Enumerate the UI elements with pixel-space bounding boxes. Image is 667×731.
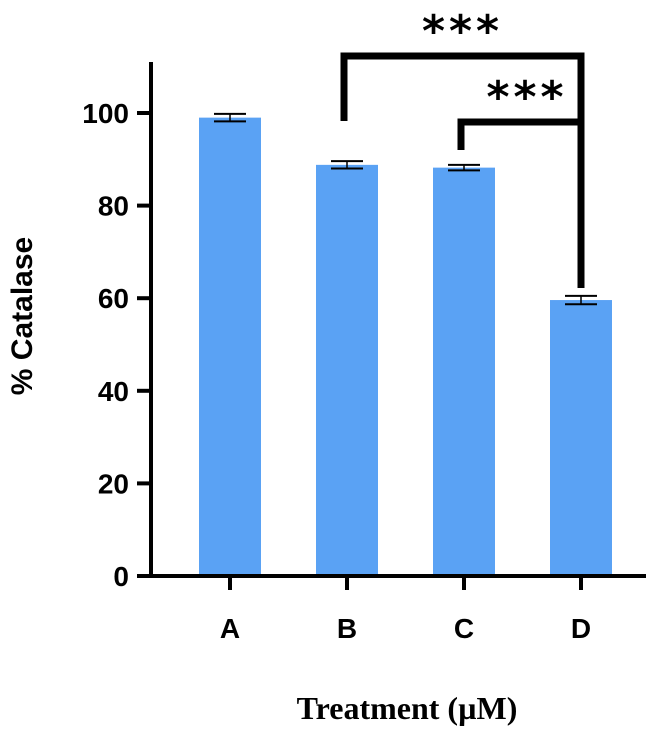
- bar-A: [199, 117, 261, 576]
- bar-C: [433, 167, 495, 576]
- x-tick-label-D: D: [571, 613, 591, 644]
- significance-label-B-D: ***: [422, 6, 503, 57]
- x-ticks: A B C D: [220, 576, 591, 644]
- significance-bracket-C-D: [457, 118, 585, 288]
- y-tick-label-80: 80: [98, 191, 129, 222]
- bars: [199, 117, 612, 576]
- y-axis-title: % Catalase: [6, 237, 39, 395]
- y-tick-label-20: 20: [98, 468, 129, 499]
- y-tick-label-60: 60: [98, 283, 129, 314]
- y-tick-label-0: 0: [113, 561, 129, 592]
- x-tick-label-B: B: [337, 613, 357, 644]
- x-tick-label-C: C: [454, 613, 474, 644]
- significance-brackets: *** ***: [340, 6, 585, 288]
- x-tick-label-A: A: [220, 613, 240, 644]
- y-tick-label-100: 100: [82, 98, 129, 129]
- y-tick-label-40: 40: [98, 376, 129, 407]
- bar-B: [316, 164, 378, 576]
- error-bars: [214, 112, 597, 306]
- y-ticks: 0 20 40 60 80 100: [82, 98, 151, 592]
- bar-D: [550, 300, 612, 576]
- x-axis-title: Treatment (µM): [297, 690, 518, 726]
- significance-label-C-D: ***: [486, 72, 567, 123]
